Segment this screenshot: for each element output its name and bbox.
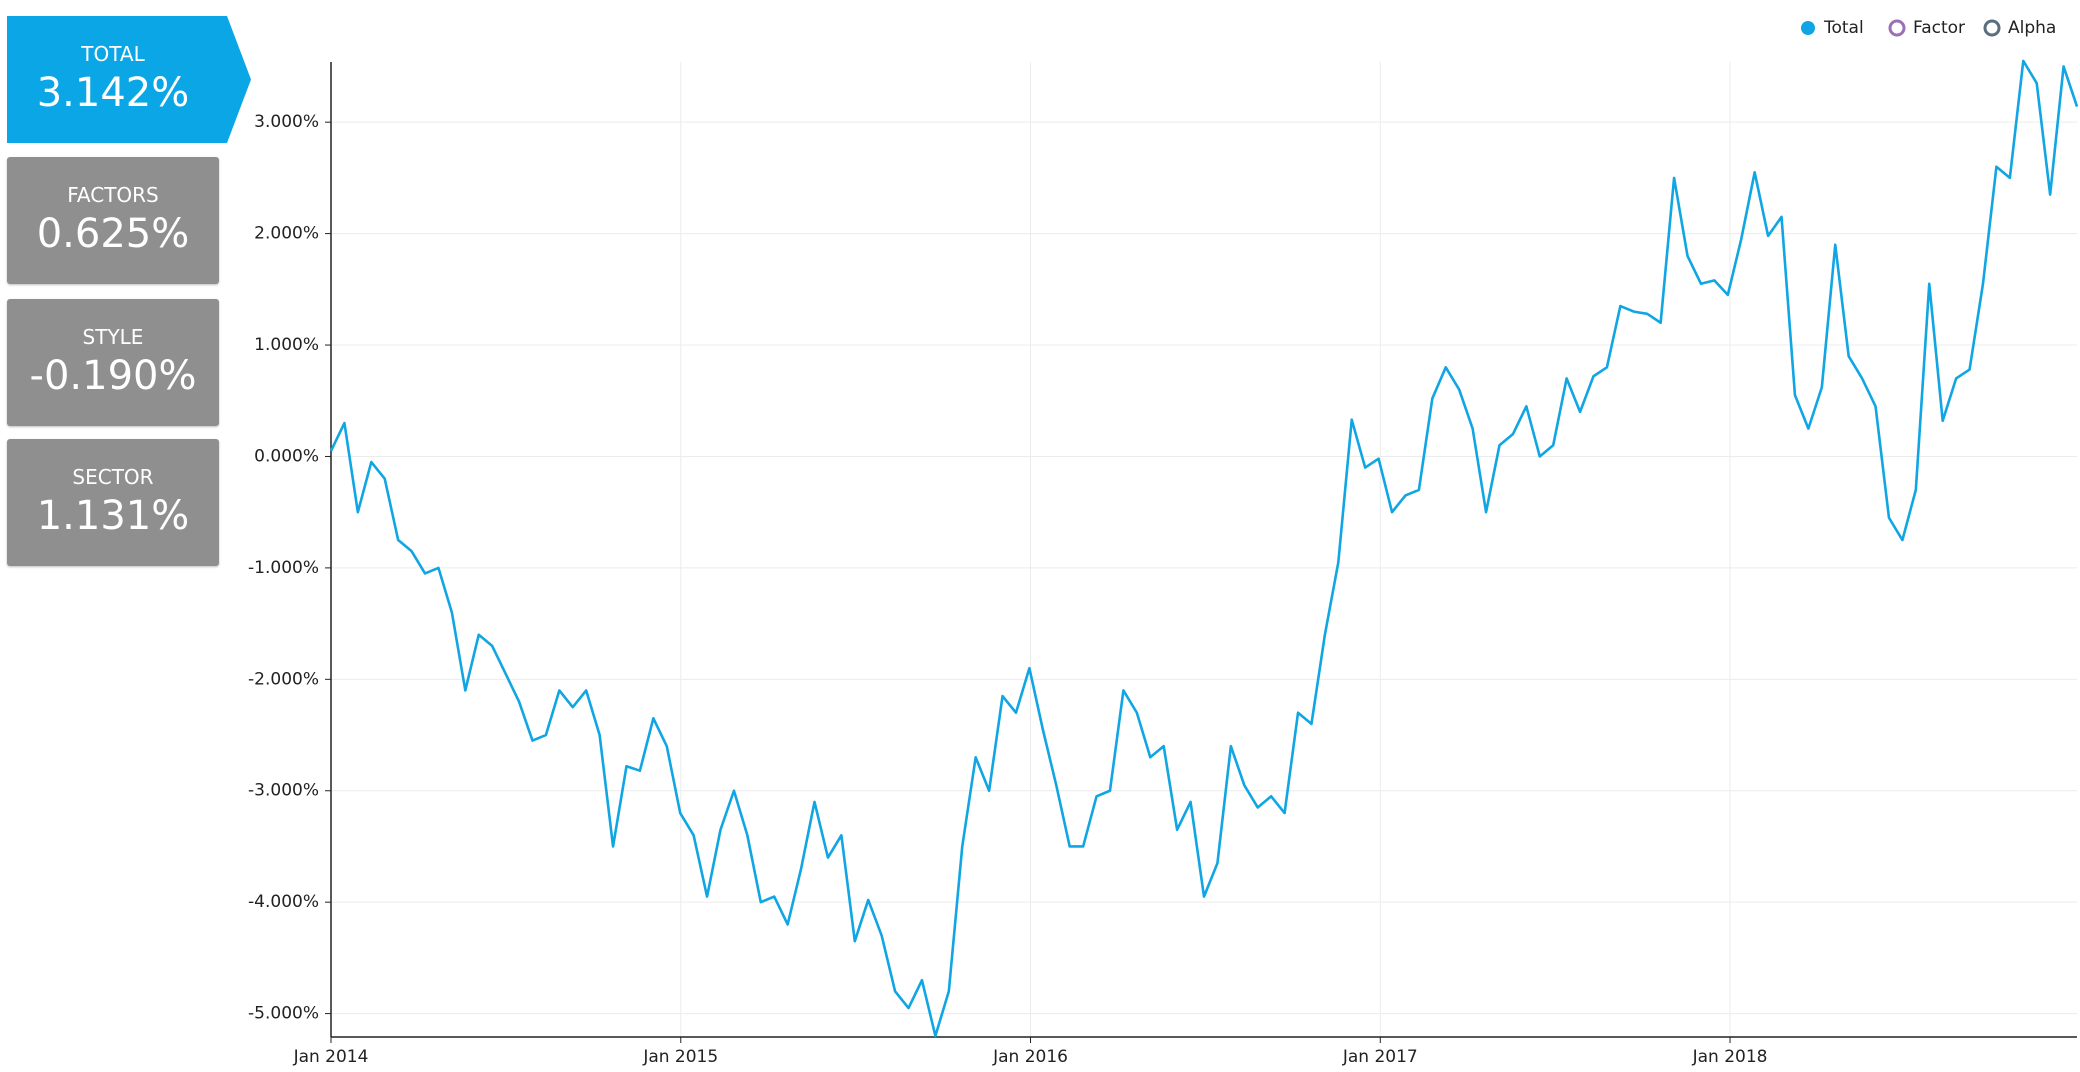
y-tick-label: -2.000% [248,669,319,689]
y-tick-label: -3.000% [248,781,319,801]
legend-item[interactable]: Factor [1888,18,1965,38]
card-value: 1.131% [36,493,190,539]
x-tick-label: Jan 2014 [293,1047,369,1067]
summary-card[interactable]: STYLE -0.190% [7,299,219,426]
legend-marker [1888,19,1906,37]
legend-item[interactable]: Total [1801,18,1864,38]
y-tick-label: 1.000% [254,335,319,355]
y-tick-label: 0.000% [254,446,319,466]
x-tick-label: Jan 2015 [642,1047,718,1067]
x-tick-label: Jan 2018 [1692,1047,1768,1067]
y-tick-label: 2.000% [254,224,319,244]
card-label: SECTOR [72,465,154,489]
summary-card[interactable]: TOTAL 3.142% [7,16,251,143]
summary-card[interactable]: SECTOR 1.131% [7,439,219,566]
legend-marker [1801,21,1815,35]
y-tick-label: -5.000% [248,1004,319,1024]
card-value: 3.142% [36,70,190,116]
x-tick-label: Jan 2017 [1342,1047,1418,1067]
card-label: FACTORS [67,183,159,207]
x-tick-label: Jan 2016 [992,1047,1068,1067]
legend-label: Factor [1913,18,1965,38]
y-tick-label: 3.000% [254,112,319,132]
legend-item[interactable]: Alpha [1983,18,2056,38]
y-tick-label: -1.000% [248,558,319,578]
summary-card[interactable]: FACTORS 0.625% [7,157,219,284]
legend-label: Total [1823,18,1864,38]
card-label: STYLE [82,325,144,349]
card-label: TOTAL [81,42,145,66]
y-tick-label: -4.000% [248,892,319,912]
legend-marker [1983,19,2001,37]
card-value: -0.190% [29,353,197,399]
legend-label: Alpha [2008,18,2056,38]
line-series [329,59,2079,1038]
card-value: 0.625% [36,211,190,257]
